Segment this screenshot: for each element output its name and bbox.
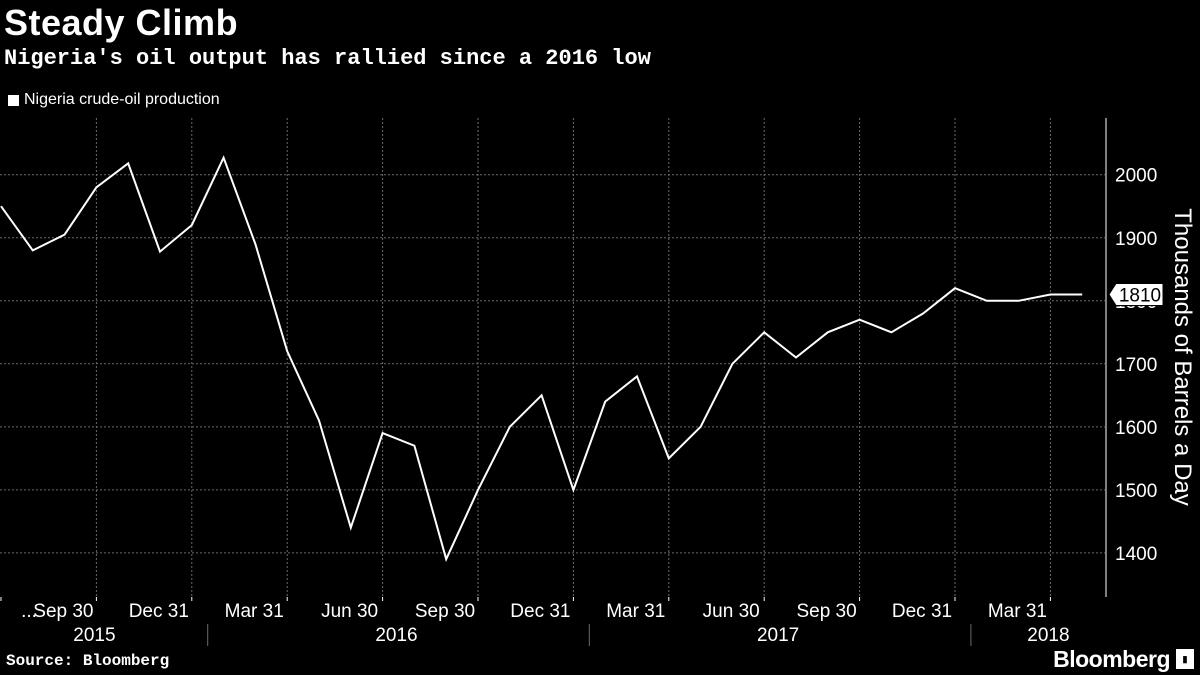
x-tick-label: Sep 30	[796, 601, 856, 622]
x-tick-label: Dec 31	[892, 601, 952, 622]
x-tick-label: Dec 31	[510, 601, 570, 622]
x-year-label: 2015	[73, 625, 115, 646]
x-tick-label: ...	[21, 601, 37, 622]
brand-badge-icon: ▮	[1176, 649, 1194, 669]
y-tick-label: 1400	[1115, 544, 1157, 565]
chart-title: Steady Climb	[4, 2, 239, 43]
legend: Nigeria crude-oil production	[8, 91, 220, 109]
x-tick-label: Jun 30	[703, 601, 760, 622]
source-note: Source: Bloomberg	[6, 652, 170, 670]
series-line	[0, 155, 1083, 563]
x-tick-label: Jun 30	[321, 601, 378, 622]
y-tick-label: 1700	[1115, 355, 1157, 376]
x-tick-label: Sep 30	[415, 601, 475, 622]
y-tick-label: 1900	[1115, 229, 1157, 250]
brand-logo: Bloomberg	[1053, 646, 1170, 672]
legend-swatch	[8, 94, 19, 106]
chart-subtitle: Nigeria's oil output has rallied since a…	[4, 46, 651, 71]
y-axis-title: Thousands of Barrels a Day	[1169, 208, 1196, 505]
x-tick-label: Mar 31	[606, 601, 665, 622]
legend-label: Nigeria crude-oil production	[24, 91, 220, 108]
x-tick-label: Sep 30	[33, 601, 93, 622]
x-tick-label: Mar 31	[225, 601, 284, 622]
x-tick-label: Mar 31	[988, 601, 1047, 622]
x-year-label: 2017	[757, 625, 799, 646]
last-value-label: 1810	[1119, 285, 1161, 306]
y-tick-label: 2000	[1115, 166, 1157, 187]
x-tick-label: Dec 31	[129, 601, 189, 622]
last-value-flag	[1108, 282, 1164, 306]
y-tick-label: 1600	[1115, 418, 1157, 439]
x-year-label: 2018	[1027, 625, 1069, 646]
y-tick-label: 1500	[1115, 481, 1157, 502]
x-year-label: 2016	[375, 625, 417, 646]
